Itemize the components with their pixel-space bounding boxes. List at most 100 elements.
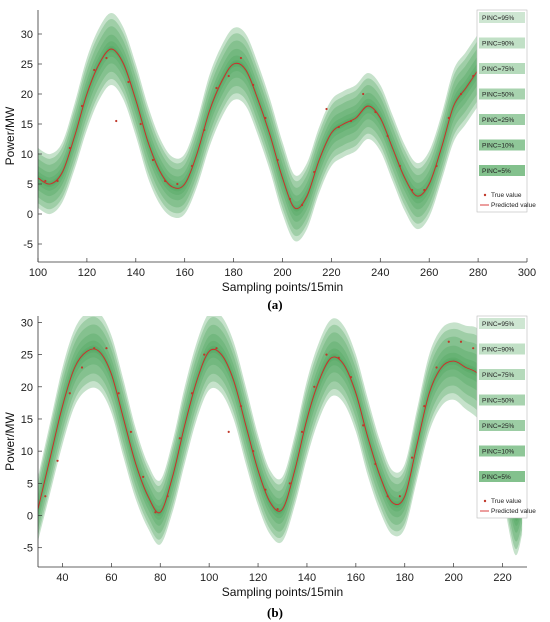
true-value-point [447, 340, 450, 343]
true-value-point [313, 170, 316, 174]
x-tick-label: 180 [396, 572, 414, 584]
x-tick-label: 100 [200, 572, 218, 584]
legend-label: PINC=5% [482, 168, 511, 175]
legend-swatch [479, 12, 525, 23]
true-value-point [164, 179, 167, 183]
band-90-pct [38, 316, 523, 550]
legend-swatch [479, 445, 525, 457]
true-value-point [410, 188, 414, 192]
band-90-pct [38, 19, 503, 237]
panel-caption: (a) [267, 297, 282, 312]
true-value-point [398, 164, 401, 168]
y-tick-label: -5 [23, 543, 33, 555]
legend-label: PINC=95% [482, 15, 515, 22]
true-value-point [386, 495, 389, 498]
true-value-point [349, 119, 353, 123]
band-25-pct [38, 41, 503, 216]
legend-label: PINC=10% [482, 449, 515, 456]
true-value-point [151, 158, 155, 162]
x-tick-label: 40 [56, 572, 68, 584]
legend-label: PINC=5% [482, 474, 511, 481]
x-axis-label: Sampling points/15min [222, 585, 343, 599]
y-tick-label: 15 [21, 119, 33, 131]
legend-label: PINC=75% [482, 372, 515, 379]
true-value-point [325, 107, 328, 111]
true-value-point [288, 482, 291, 485]
x-tick-label: 60 [105, 572, 117, 584]
true-value-point [435, 164, 438, 168]
true-value-point [362, 92, 365, 96]
true-value-point [203, 353, 206, 356]
plot-area [38, 10, 527, 262]
true-value-point [337, 356, 340, 359]
legend-box [476, 9, 528, 213]
x-tick-label: 160 [176, 267, 194, 279]
band-50-pct [38, 333, 523, 533]
legend-swatch [479, 114, 525, 125]
true-value-point [374, 110, 377, 114]
legend-swatch [479, 37, 525, 49]
y-tick-label: 10 [21, 446, 33, 458]
true-value-point [93, 68, 96, 72]
legend-swatch [479, 420, 525, 431]
true-value-point [362, 424, 365, 427]
x-tick-label: 280 [469, 267, 487, 279]
x-axis-label: Sampling points/15min [222, 280, 343, 294]
true-value-point [129, 430, 133, 433]
x-tick-label: 260 [420, 267, 438, 279]
legend-swatch [479, 139, 525, 151]
predicted-line [38, 348, 523, 518]
y-tick-label: 30 [21, 29, 33, 41]
true-value-point [44, 179, 47, 183]
legend-label: PINC=10% [482, 143, 515, 150]
legend-label: PINC=90% [482, 41, 515, 48]
y-tick-label: 20 [21, 89, 33, 101]
true-value-point [227, 74, 230, 78]
legend-swatch [479, 343, 525, 355]
legend-label: PINC=50% [482, 92, 515, 99]
legend-true-marker [483, 193, 487, 197]
x-tick-label: 140 [127, 267, 145, 279]
true-value-point [127, 80, 130, 84]
legend-label: PINC=95% [482, 321, 515, 328]
true-value-point [56, 179, 59, 183]
band-50-pct [38, 34, 503, 222]
x-tick-label: 200 [273, 267, 291, 279]
true-value-point [264, 116, 267, 120]
true-value-point [239, 56, 243, 60]
true-value-point [56, 459, 59, 462]
true-value-point [68, 392, 71, 395]
x-tick-label: 160 [347, 572, 365, 584]
true-value-point [423, 188, 426, 192]
legend-label: PINC=90% [482, 347, 515, 354]
legend-pred-label: Predicted value [491, 202, 536, 209]
true-value-point [105, 56, 108, 60]
legend-swatch [479, 471, 525, 482]
true-value-point [215, 347, 218, 350]
true-value-point [252, 83, 255, 87]
x-tick-label: 140 [298, 572, 316, 584]
true-value-point [203, 128, 206, 132]
true-value-point [435, 366, 438, 369]
true-value-point [325, 353, 328, 356]
legend-label: PINC=75% [482, 66, 515, 73]
legend: PINC=95% PINC=90% PINC=75% PINC=50% PINC=25%… [476, 9, 536, 213]
panel-b: 40 60 80 100 120 140 160 180 200 220 -5 0 5 10 15 20 25 3… [3, 315, 536, 620]
true-value-point [313, 385, 316, 388]
x-tick-label: 300 [518, 267, 536, 279]
true-value-point [337, 125, 340, 129]
true-value-point [276, 507, 279, 511]
true-value-point [227, 430, 230, 433]
true-value-point [447, 116, 450, 120]
y-tick-label: 30 [21, 317, 33, 329]
true-value-point [190, 392, 194, 395]
legend: PINC=95% PINC=90% PINC=75% PINC=50% PINC=25%… [476, 315, 536, 519]
true-value-point [349, 376, 353, 379]
true-value-point [472, 347, 475, 350]
panel-a: 100 120 140 160 180 200 220 240 260 280 300 -5 0 5 10 1… [3, 9, 536, 312]
band-95-pct [38, 316, 523, 556]
true-value-point [44, 495, 47, 498]
plot-content [38, 13, 503, 242]
y-tick-label: 20 [21, 382, 33, 394]
